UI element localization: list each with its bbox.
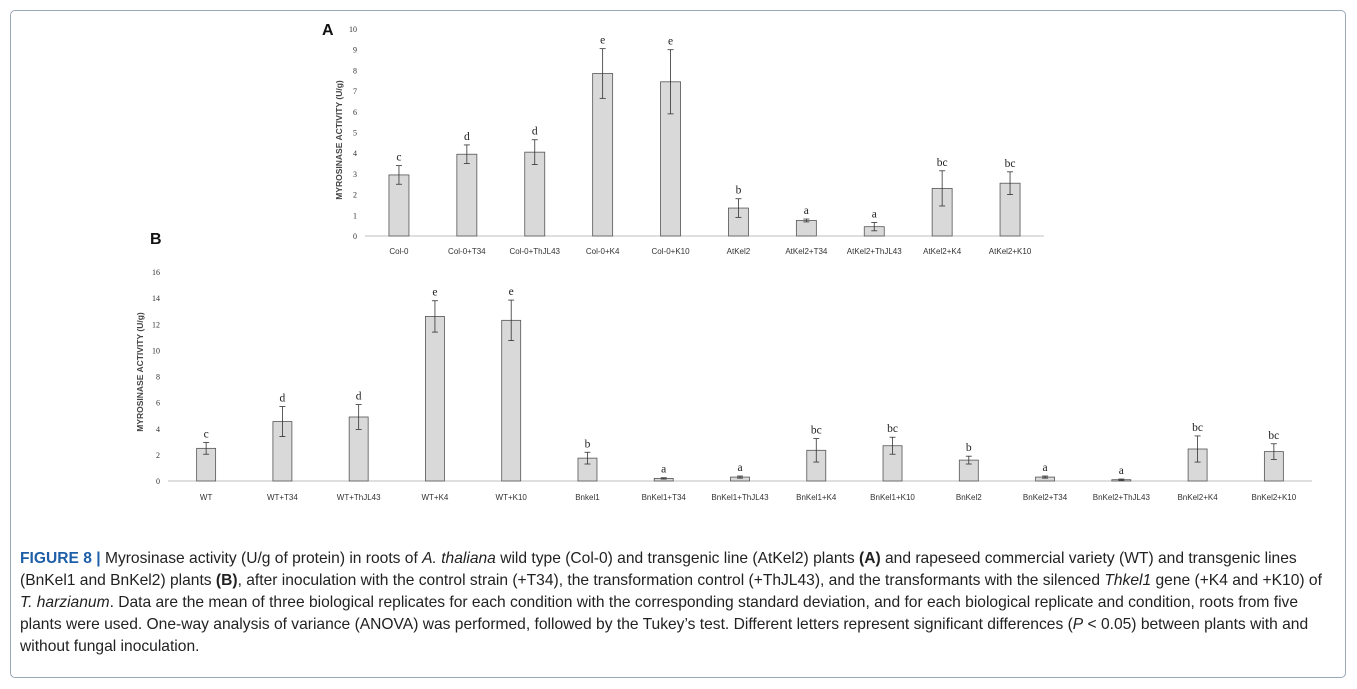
x-tick-label: Col-0+ThJL43 bbox=[510, 247, 561, 256]
x-tick-label: BnKel2+K4 bbox=[1177, 493, 1218, 502]
caption-part: Myrosinase activity (U/g of protein) in … bbox=[100, 550, 423, 567]
significance-letter: e bbox=[509, 286, 514, 298]
significance-letter: bc bbox=[1005, 158, 1016, 170]
y-tick-label: 12 bbox=[152, 320, 160, 329]
x-tick-label: BnKel1+T34 bbox=[642, 493, 687, 502]
significance-letter: e bbox=[668, 36, 673, 48]
significance-letter: bc bbox=[1268, 430, 1279, 442]
x-tick-label: AtKel2+T34 bbox=[785, 247, 828, 256]
x-tick-label: BnKel2+ThJL43 bbox=[1093, 493, 1151, 502]
x-tick-label: BnKel2+K10 bbox=[1252, 493, 1297, 502]
y-tick-label: 1 bbox=[353, 211, 357, 220]
significance-letter: b bbox=[966, 442, 972, 454]
figure-frame bbox=[10, 10, 1346, 678]
y-tick-label: 3 bbox=[353, 170, 357, 179]
significance-letter: b bbox=[585, 438, 591, 450]
y-tick-label: 2 bbox=[156, 451, 160, 460]
x-tick-label: WT+T34 bbox=[267, 493, 298, 502]
y-axis-label: MYROSINASE ACTIVITY (U/g) bbox=[135, 312, 145, 432]
caption-part: (B) bbox=[215, 572, 238, 589]
significance-letter: b bbox=[736, 185, 742, 197]
significance-letter: e bbox=[600, 35, 605, 47]
caption-part: A. thaliana bbox=[422, 550, 496, 567]
x-tick-label: Bnkel1 bbox=[575, 493, 600, 502]
caption-part: P bbox=[1072, 616, 1084, 633]
significance-letter: bc bbox=[887, 423, 898, 435]
x-tick-label: AtKel2+ThJL43 bbox=[847, 247, 902, 256]
significance-letter: a bbox=[661, 464, 666, 476]
caption-part: . Data are the mean of three biological … bbox=[20, 594, 1298, 633]
x-tick-label: Col-0+T34 bbox=[448, 247, 486, 256]
figure-caption: FIGURE 8 | Myrosinase activity (U/g of p… bbox=[20, 548, 1336, 658]
significance-letter: a bbox=[872, 209, 877, 221]
significance-letter: bc bbox=[811, 425, 822, 437]
y-tick-label: 16 bbox=[152, 268, 160, 277]
x-tick-label: WT bbox=[200, 493, 213, 502]
significance-letter: a bbox=[804, 205, 809, 217]
chart-panel-a: A MYROSINASE ACTIVITY (U/g) 0 1 2 3 4 5 6 7 8 9 10 c C… bbox=[322, 22, 1044, 256]
x-tick-label: Col-0+K4 bbox=[586, 247, 620, 256]
x-tick-label: AtKel2+K4 bbox=[923, 247, 962, 256]
y-tick-label: 14 bbox=[152, 294, 160, 303]
y-tick-label: 0 bbox=[353, 232, 357, 241]
x-tick-label: WT+K4 bbox=[421, 493, 448, 502]
significance-letter: d bbox=[464, 131, 470, 143]
y-tick-label: 6 bbox=[156, 399, 160, 408]
y-tick-label: 8 bbox=[156, 373, 160, 382]
y-tick-label: 5 bbox=[353, 129, 357, 138]
bar bbox=[795, 220, 817, 237]
y-tick-label: 2 bbox=[353, 191, 357, 200]
x-tick-label: BnKel2 bbox=[956, 493, 982, 502]
caption-part: T. harzianum bbox=[20, 594, 110, 611]
significance-letter: c bbox=[204, 428, 209, 440]
x-tick-label: AtKel2 bbox=[727, 247, 751, 256]
caption-part: , after inoculation with the control str… bbox=[237, 572, 1105, 589]
y-tick-label: 9 bbox=[353, 46, 357, 55]
x-tick-label: BnKel1+K10 bbox=[870, 493, 915, 502]
caption-part: < 0.05) between plants with and without … bbox=[20, 616, 1309, 655]
significance-letter: c bbox=[396, 152, 401, 164]
significance-letter: d bbox=[532, 126, 538, 138]
x-tick-label: WT+ThJL43 bbox=[337, 493, 381, 502]
x-tick-label: Col-0+K10 bbox=[652, 247, 691, 256]
chart-panel-b: B MYROSINASE ACTIVITY (U/g) 0 2 4 6 8 10 12 14 16 c… bbox=[135, 231, 1312, 502]
bar bbox=[501, 319, 522, 482]
x-tick-label: WT+K10 bbox=[496, 493, 528, 502]
caption-part: gene (+K4 and +K10) of bbox=[1151, 572, 1322, 589]
x-tick-label: BnKel2+T34 bbox=[1023, 493, 1068, 502]
y-axis-label: MYROSINASE ACTIVITY (U/g) bbox=[334, 80, 344, 200]
significance-letter: a bbox=[1043, 462, 1048, 474]
significance-letter: d bbox=[280, 393, 286, 405]
y-tick-label: 6 bbox=[353, 108, 357, 117]
figure-caption-text: Myrosinase activity (U/g of protein) in … bbox=[20, 550, 1322, 655]
caption-part: and rapeseed commercial variety (WT) and… bbox=[20, 550, 1297, 589]
x-tick-label: Col-0 bbox=[389, 247, 409, 256]
significance-letter: e bbox=[432, 287, 437, 299]
significance-letter: a bbox=[1119, 465, 1124, 477]
significance-letter: d bbox=[356, 391, 362, 403]
x-tick-label: AtKel2+K10 bbox=[989, 247, 1032, 256]
bar bbox=[456, 153, 478, 237]
bar bbox=[425, 316, 445, 482]
y-tick-label: 4 bbox=[156, 425, 160, 434]
y-tick-label: 10 bbox=[349, 25, 357, 34]
panel-label: B bbox=[150, 231, 162, 248]
caption-part: Thkel1 bbox=[1104, 572, 1152, 589]
significance-letter: bc bbox=[937, 157, 948, 169]
x-tick-label: BnKel1+K4 bbox=[796, 493, 837, 502]
y-tick-label: 0 bbox=[156, 477, 160, 486]
significance-letter: bc bbox=[1192, 422, 1203, 434]
y-tick-label: 8 bbox=[353, 66, 357, 75]
panel-label: A bbox=[322, 22, 334, 39]
caption-part: wild type (Col-0) and transgenic line (A… bbox=[495, 550, 860, 567]
y-tick-label: 4 bbox=[353, 149, 357, 158]
y-tick-label: 7 bbox=[353, 87, 357, 96]
y-tick-label: 10 bbox=[152, 346, 160, 355]
caption-part: (A) bbox=[859, 550, 881, 567]
x-tick-label: BnKel1+ThJL43 bbox=[711, 493, 769, 502]
figure-caption-label: FIGURE 8 | bbox=[20, 550, 101, 567]
significance-letter: a bbox=[737, 462, 742, 474]
